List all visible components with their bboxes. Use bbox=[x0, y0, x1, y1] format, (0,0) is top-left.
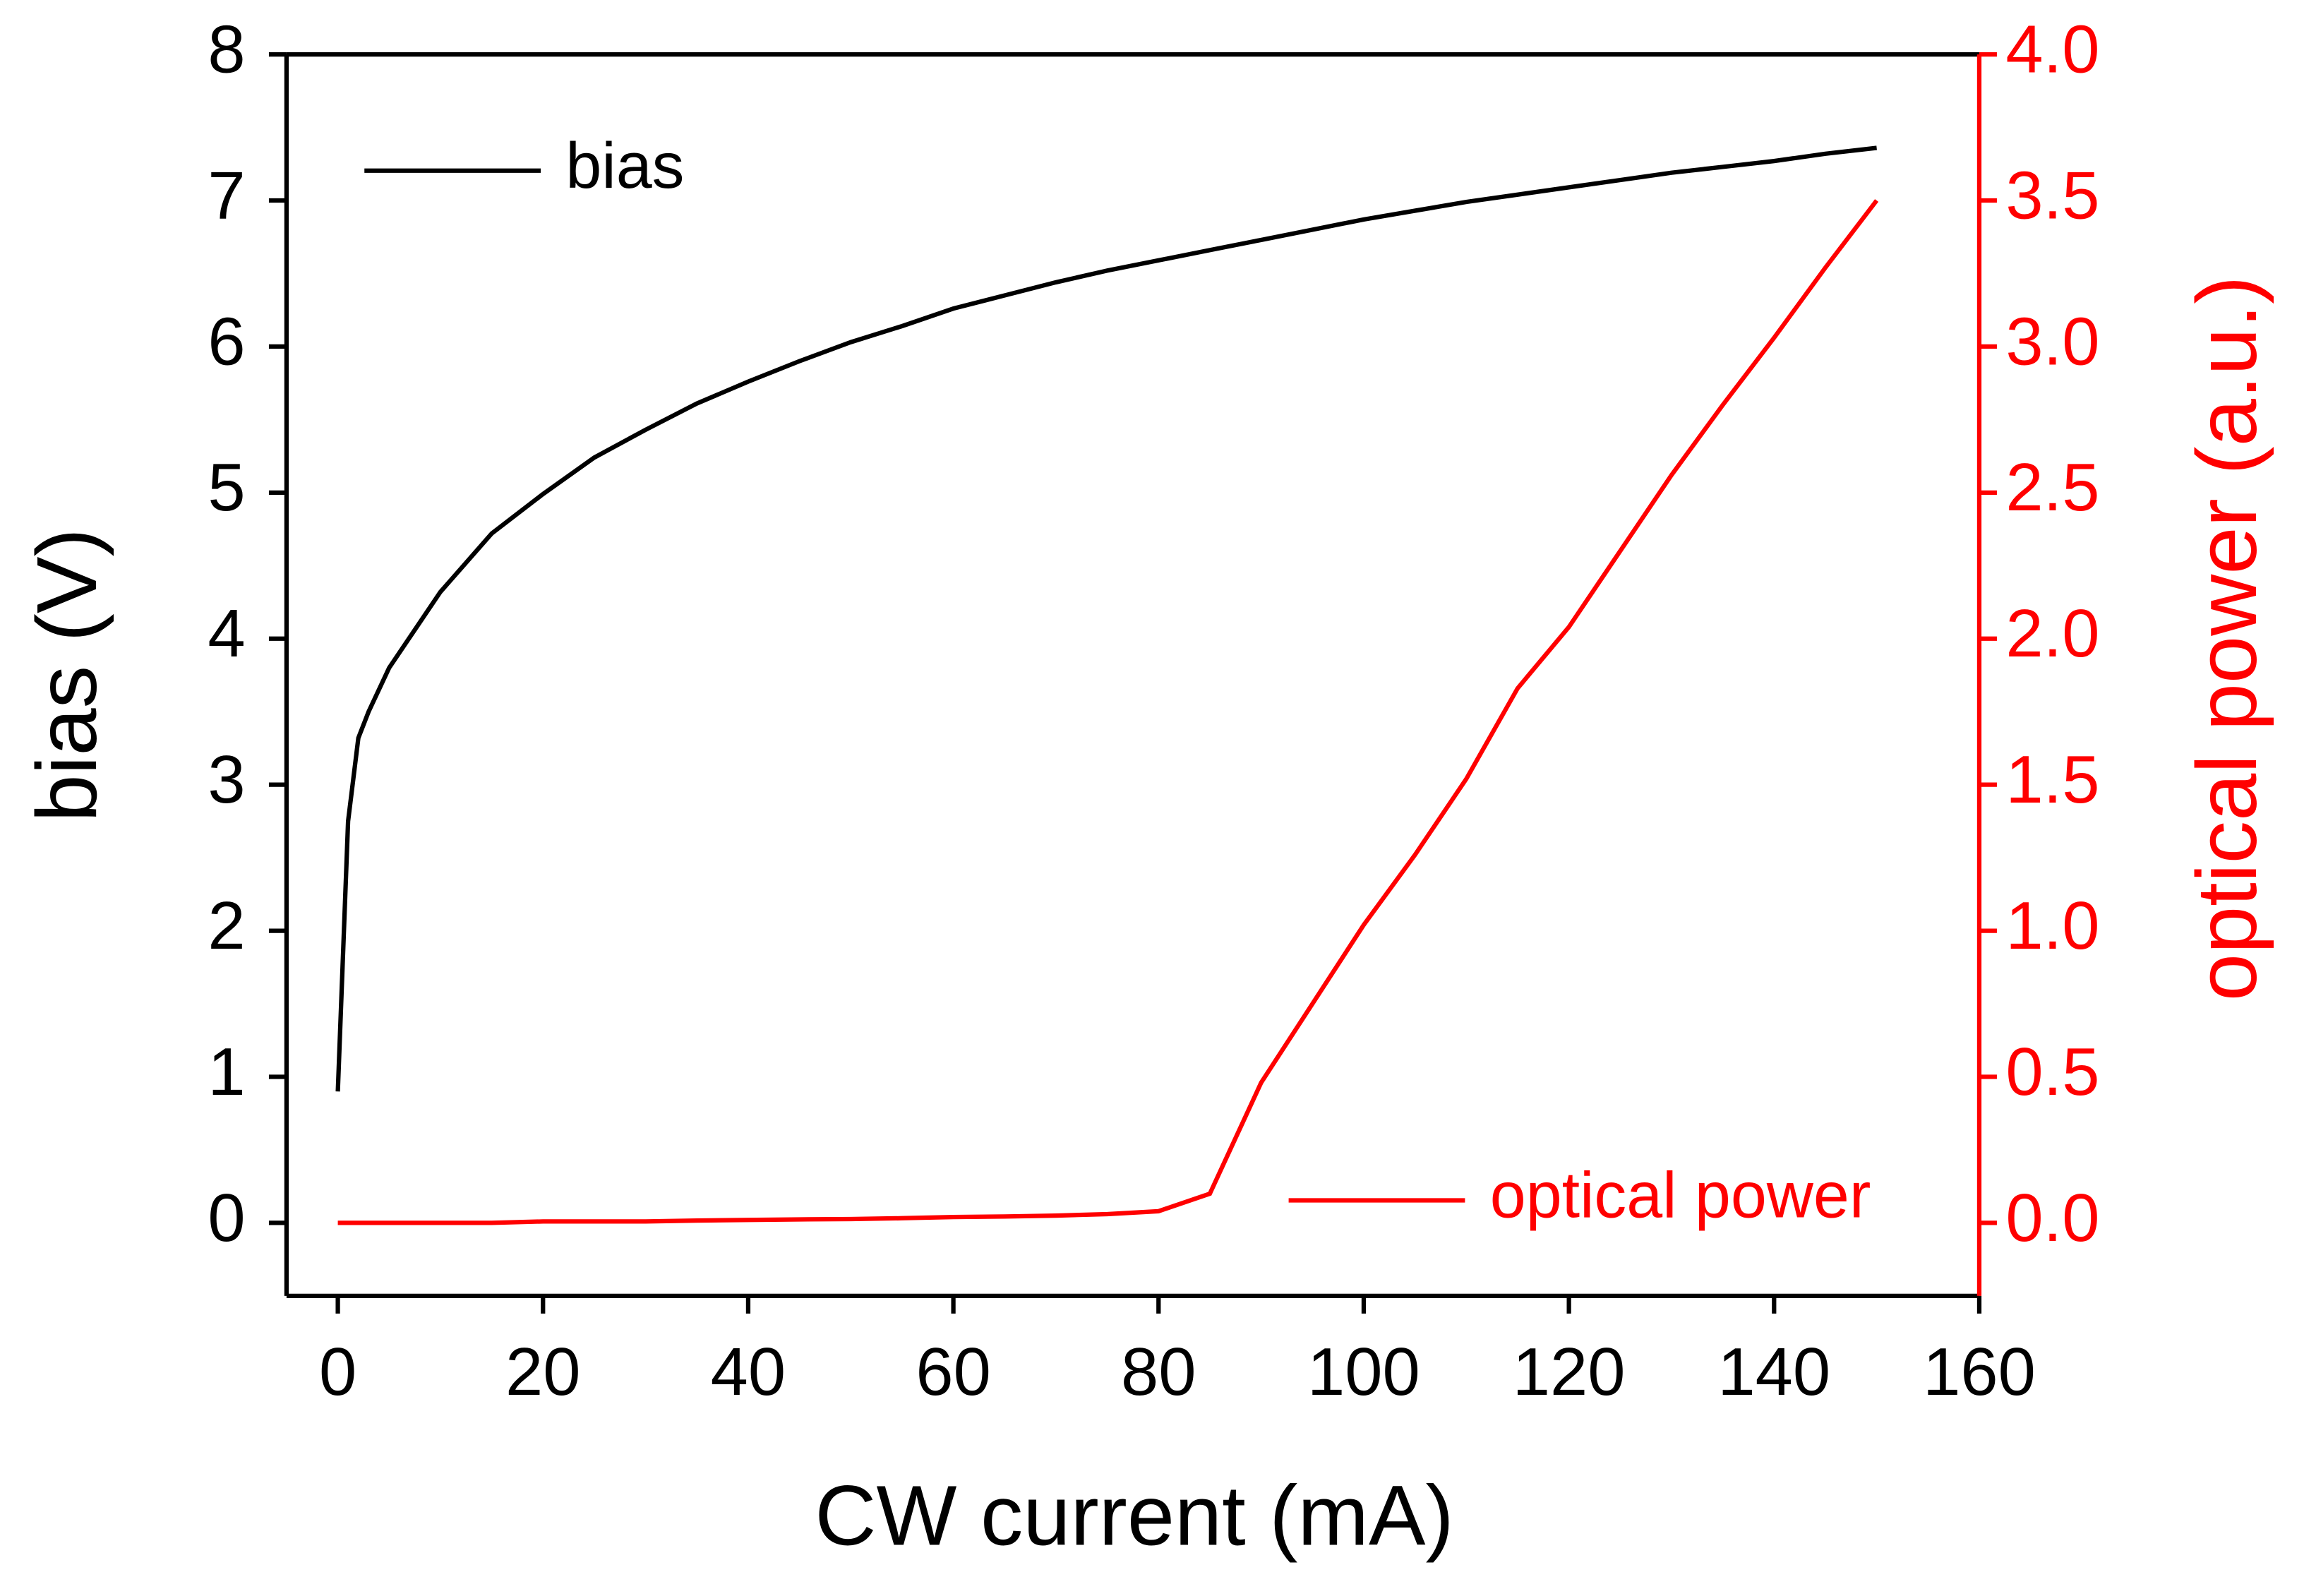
x-axis-label: CW current (mA) bbox=[815, 1468, 1453, 1564]
y-axis-label: bias (V) bbox=[19, 528, 114, 822]
legend-label: optical power bbox=[1490, 1160, 1871, 1232]
x-tick-label: 160 bbox=[1923, 1334, 2036, 1410]
y2-tick-label: 2.5 bbox=[2005, 450, 2099, 525]
x-tick-label: 140 bbox=[1717, 1334, 1830, 1410]
y2-tick-label: 2.0 bbox=[2005, 596, 2099, 671]
y-tick-label: 3 bbox=[208, 742, 245, 817]
x-tick-label: 120 bbox=[1513, 1334, 1626, 1410]
y2-axis-label: optical power (a.u.) bbox=[2179, 276, 2274, 1002]
y2-tick-label: 0.5 bbox=[2005, 1034, 2099, 1110]
legend-label: bias bbox=[565, 130, 684, 202]
y2-tick-label: 4.0 bbox=[2005, 11, 2099, 87]
y-tick-label: 2 bbox=[208, 888, 245, 964]
x-tick-label: 80 bbox=[1121, 1334, 1196, 1410]
y2-tick-label: 1.0 bbox=[2005, 888, 2099, 964]
y-tick-label: 5 bbox=[208, 450, 245, 525]
y2-tick-label: 0.0 bbox=[2005, 1180, 2099, 1256]
y-tick-label: 6 bbox=[208, 304, 245, 379]
data-line bbox=[337, 199, 1879, 1225]
y-tick-label: 1 bbox=[208, 1034, 245, 1110]
y-tick-label: 8 bbox=[208, 11, 245, 87]
y-tick-label: 7 bbox=[208, 157, 245, 233]
y2-tick-label: 1.5 bbox=[2005, 742, 2099, 817]
y-tick-label: 4 bbox=[208, 596, 245, 671]
x-tick-label: 100 bbox=[1307, 1334, 1420, 1410]
x-tick-label: 60 bbox=[916, 1334, 991, 1410]
x-tick-label: 20 bbox=[505, 1334, 581, 1410]
y2-tick-label: 3.5 bbox=[2005, 157, 2099, 233]
y2-tick-label: 3.0 bbox=[2005, 304, 2099, 379]
data-line bbox=[335, 145, 1877, 1092]
x-tick-label: 0 bbox=[319, 1334, 356, 1410]
x-tick-label: 40 bbox=[711, 1334, 786, 1410]
y-tick-label: 0 bbox=[208, 1180, 245, 1256]
